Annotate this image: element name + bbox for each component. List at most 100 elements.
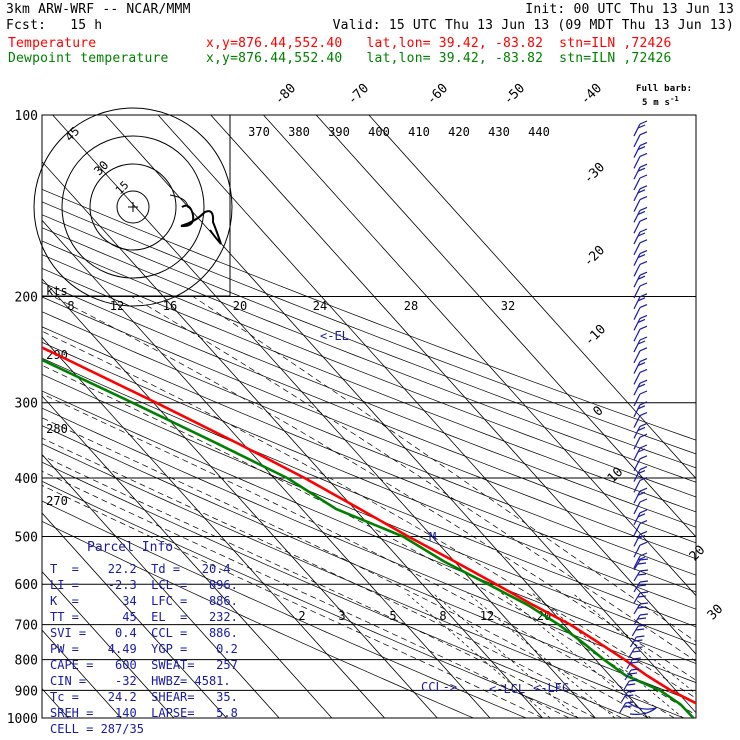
- mixing-ratio-label: 8: [439, 609, 446, 623]
- wind-barb-staff: [633, 328, 641, 342]
- wind-barb-staff: [633, 555, 641, 569]
- wind-barb-flag: [639, 250, 648, 255]
- wind-barb-flag: [637, 254, 646, 259]
- wind-barb-staff: [633, 382, 641, 396]
- isotherm-label: -10: [582, 322, 609, 349]
- wind-barb-flag: [639, 509, 648, 514]
- ccl-marker: CCL->: [421, 680, 457, 694]
- m-marker: M: [429, 530, 436, 544]
- wind-barb-staff: [633, 274, 641, 288]
- parcel-info-row: CELL = 287/35: [50, 722, 144, 736]
- wind-key-unit-text: 5 m s: [642, 98, 671, 108]
- dry-adiabat-line: [42, 227, 696, 483]
- parcel-info-row: LI = -2.3 LCL = 896.: [50, 578, 238, 592]
- wind-barb-staff: [633, 436, 641, 450]
- mixing-ratio-line: [501, 592, 651, 718]
- wind-barb-flag: [639, 336, 648, 341]
- wind-barb-flag: [639, 163, 648, 168]
- wind-barb-flag: [639, 368, 648, 373]
- wind-barb-flag: [637, 426, 646, 431]
- wind-barb-flag: [639, 569, 649, 572]
- wind-barb-flag: [637, 491, 646, 496]
- theta-label: 270: [46, 494, 68, 508]
- parcel-info-title: Parcel Info: [87, 540, 174, 555]
- isotherm-label: -20: [581, 243, 608, 270]
- wind-barb-staff: [633, 426, 641, 439]
- wind-barb-flag: [637, 124, 646, 129]
- wind-barb-flag: [639, 131, 648, 136]
- wind-barb-flag: [637, 189, 646, 194]
- dry-adiabat-line: [42, 240, 696, 498]
- wind-barb-staff: [628, 647, 636, 659]
- pressure-tick-label: 300: [15, 397, 38, 412]
- moist-adiabat-line: [42, 437, 622, 718]
- pressure-tick-label: 700: [15, 619, 38, 634]
- dry-adiabat-line: [42, 296, 696, 560]
- theta-label: 390: [328, 125, 350, 139]
- theta-label: 400: [368, 125, 390, 139]
- wind-barb-flag: [639, 591, 649, 594]
- wind-barb-staff: [633, 123, 641, 137]
- wind-barb-flag: [639, 228, 648, 233]
- isotherm-label: -30: [581, 160, 608, 187]
- wind-barb-flag: [639, 304, 648, 309]
- hodograph-tick-label: 12: [110, 299, 124, 313]
- wind-barb-flag: [637, 362, 646, 367]
- wind-barb-staff: [633, 145, 641, 158]
- wind-barb-flag: [629, 679, 638, 682]
- wind-barb-staff: [633, 156, 641, 169]
- wind-barb-flag: [639, 325, 648, 330]
- pressure-tick-label: 500: [15, 530, 38, 545]
- wind-barb-flag: [625, 694, 634, 697]
- wind-barb-staff: [622, 680, 630, 692]
- wind-barb-flag: [639, 487, 648, 492]
- pressure-tick-label: 800: [15, 654, 38, 669]
- isotherm-line: [210, 115, 696, 655]
- wind-barb-staff: [633, 614, 641, 626]
- wind-barb-flag: [637, 513, 646, 518]
- hodograph-tick-label: 20: [233, 299, 247, 313]
- wind-barb-flag: [623, 705, 632, 708]
- wind-barb-flag: [639, 433, 648, 438]
- theta-label: 420: [448, 125, 470, 139]
- wind-barb-flag: [639, 260, 648, 265]
- mixing-ratio-line: [531, 592, 684, 718]
- wind-barb-flag: [639, 498, 648, 503]
- wind-barb-flag: [639, 217, 648, 222]
- dry-adiabat-line: [42, 390, 696, 664]
- wind-barb-flag: [628, 672, 638, 675]
- wind-barb-flag: [639, 401, 648, 406]
- wind-barb-flag: [637, 340, 646, 345]
- plot-frame: [41, 114, 697, 719]
- wind-barb-flag: [637, 383, 646, 388]
- hodograph-tick-label: 16: [163, 299, 177, 313]
- pressure-tick-label: 900: [15, 684, 38, 699]
- wind-barb-staff: [633, 307, 641, 320]
- hodograph-tick-label: 24: [313, 299, 327, 313]
- wind-barb-staff: [633, 210, 641, 223]
- isotherm-line: [42, 570, 175, 718]
- wind-barb-flag: [639, 152, 648, 157]
- mixing-ratio-line: [405, 592, 551, 718]
- wind-barb-flag: [639, 239, 648, 244]
- theta-label: 430: [488, 125, 510, 139]
- dry-adiabat-line: [42, 326, 696, 593]
- dry-adiabat-line: [42, 373, 696, 646]
- wind-barb-flag: [639, 530, 648, 535]
- wind-barb-flag: [637, 448, 646, 453]
- wind-barb-staff: [633, 592, 641, 604]
- wind-barb-flag: [639, 282, 648, 287]
- hodograph-tick-label: 32: [501, 299, 515, 313]
- wind-barb-staff: [633, 242, 641, 256]
- isotherm-label: 30: [705, 602, 727, 624]
- isotherm-line: [42, 512, 227, 718]
- wind-barb-flag: [639, 412, 648, 417]
- wind-barb-staff: [629, 636, 637, 648]
- wind-barb-staff: [633, 199, 641, 212]
- isotherm-label: -60: [424, 81, 451, 108]
- mixing-ratio-line: [467, 592, 616, 718]
- isotherm-label: -40: [578, 81, 605, 108]
- wind-barb-flag: [637, 167, 646, 172]
- wind-barb-flag: [637, 606, 647, 609]
